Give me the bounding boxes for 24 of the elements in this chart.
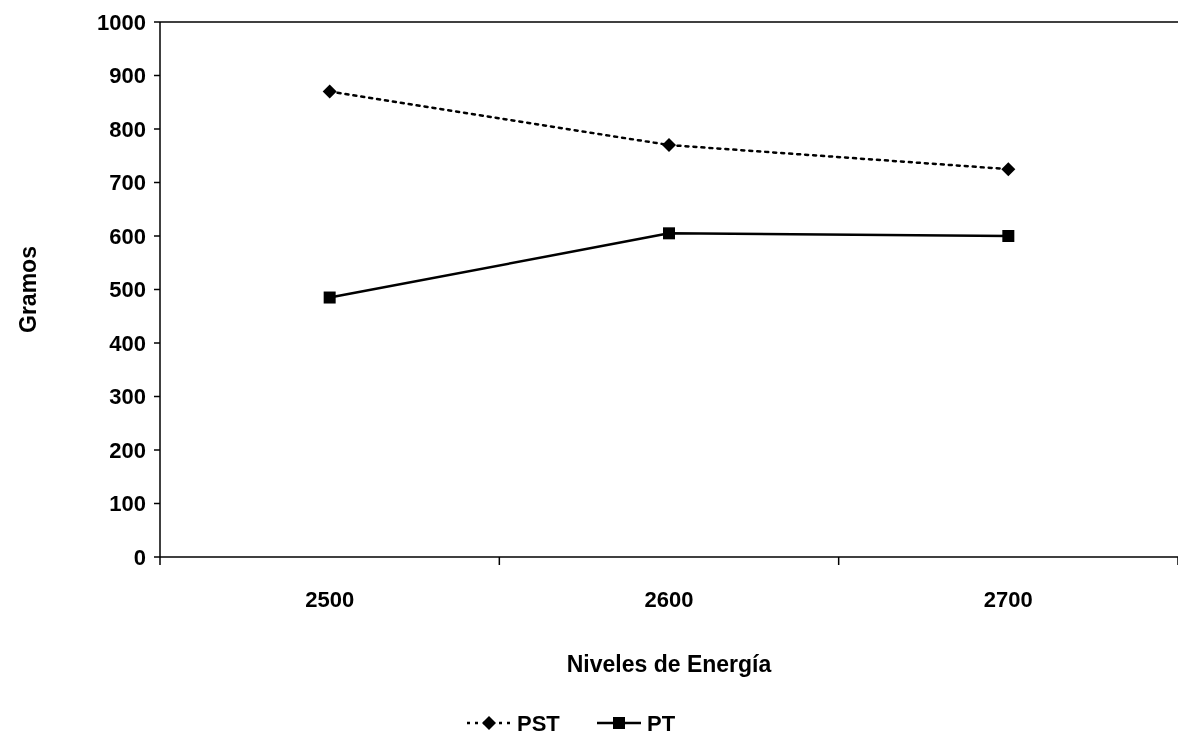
y-tick-label: 300 (109, 384, 146, 410)
y-tick-label: 800 (109, 116, 146, 142)
point (662, 138, 676, 153)
y-tick-label: 0 (133, 544, 146, 570)
y-tick-label: 400 (109, 330, 146, 356)
y-tick-label: 1000 (97, 9, 146, 35)
y-tick-label: 100 (109, 491, 146, 517)
x-axis-title: Niveles de Energía (566, 651, 772, 677)
point (322, 84, 337, 99)
point (323, 291, 336, 304)
x-tick-label: 2600 (644, 587, 694, 612)
x-tick-label: 2700 (983, 587, 1033, 612)
y-tick-label: 500 (109, 277, 146, 303)
point (1001, 162, 1016, 177)
y-axis-title: Gramos (15, 246, 41, 333)
point (663, 227, 675, 240)
y-tick-label: 600 (109, 223, 146, 249)
y-tick-label: 700 (109, 170, 146, 196)
legend-label: PT (647, 710, 676, 736)
y-tick-label: 900 (109, 63, 146, 89)
legend-label: PST (517, 710, 561, 736)
y-tick-label: 200 (109, 437, 146, 463)
point (1002, 230, 1015, 242)
x-tick-label: 2500 (305, 587, 355, 612)
